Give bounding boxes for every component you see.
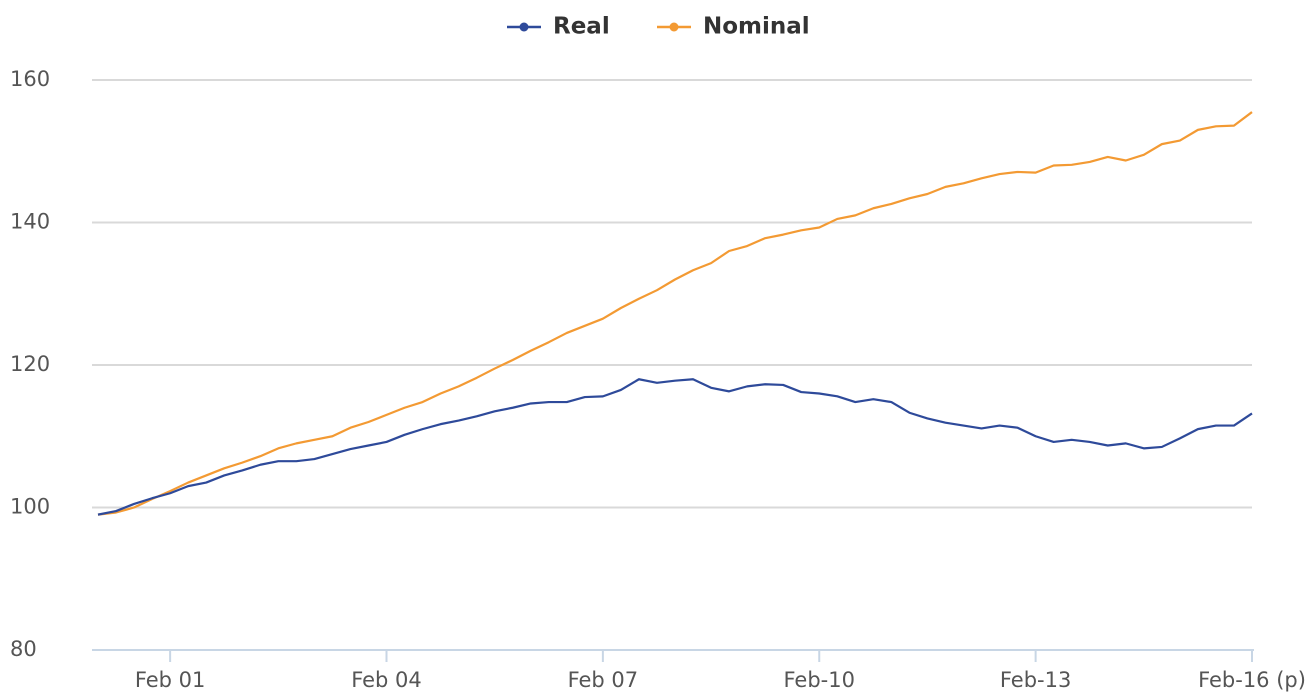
y-tick-label: 160: [10, 67, 50, 91]
legend-label: Real: [553, 14, 610, 40]
legend-label: Nominal: [703, 14, 810, 40]
x-tick-label: Feb 07: [568, 668, 639, 692]
line-series: [97, 378, 1253, 516]
x-tick-label: Feb 01: [135, 668, 206, 692]
legend-marker: [669, 22, 679, 32]
x-tick-label: Feb-16 (p): [1198, 668, 1306, 692]
y-tick-label: 140: [10, 210, 50, 234]
y-tick-label: 120: [10, 352, 50, 376]
x-tick-label: Feb-10: [784, 668, 855, 692]
y-tick-label: 100: [10, 495, 50, 519]
line-series: [97, 111, 1253, 516]
legend-marker: [519, 22, 529, 32]
x-tick-label: Feb 04: [351, 668, 422, 692]
x-tick-label: Feb-13: [1000, 668, 1071, 692]
y-tick-label: 80: [10, 637, 37, 661]
